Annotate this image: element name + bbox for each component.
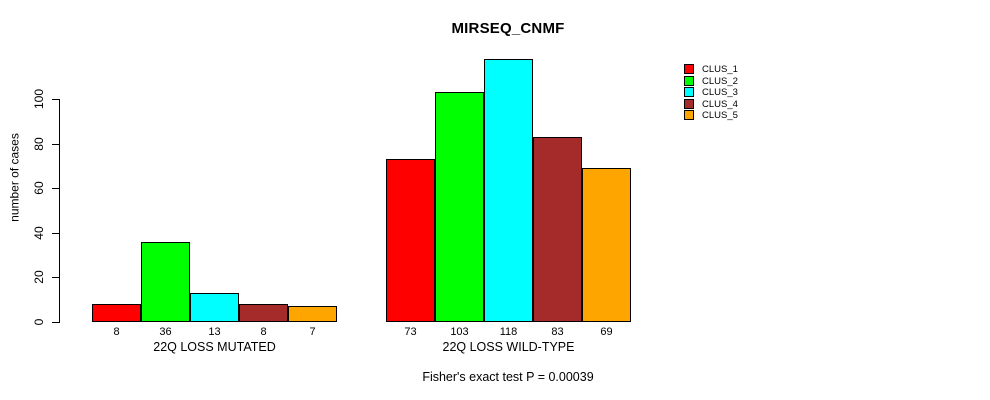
bar-value-label: 83 xyxy=(551,326,564,338)
legend-swatch xyxy=(684,64,694,74)
chart-title: MIRSEQ_CNMF xyxy=(451,20,565,37)
footnote: Fisher's exact test P = 0.00039 xyxy=(422,370,594,384)
bar-clus_5-group1 xyxy=(288,306,337,322)
y-tick-mark xyxy=(52,188,59,190)
legend-item: CLUS_5 xyxy=(684,110,754,121)
bar-value-label: 8 xyxy=(113,326,120,338)
bar-clus_1-group2 xyxy=(386,159,435,322)
legend-swatch xyxy=(684,87,694,97)
y-axis-label: number of cases xyxy=(7,133,22,222)
y-tick-label: 20 xyxy=(32,270,46,285)
legend-label: CLUS_4 xyxy=(702,98,738,110)
legend-item: CLUS_2 xyxy=(684,75,754,87)
y-tick-mark xyxy=(52,99,59,100)
y-tick-label: 80 xyxy=(32,136,46,151)
y-tick-mark xyxy=(52,232,59,234)
bar-value-label: 103 xyxy=(450,326,469,338)
bar-value-label: 118 xyxy=(499,326,518,338)
bar-value-label: 73 xyxy=(404,326,417,338)
x-group-label: 22Q LOSS WILD-TYPE xyxy=(442,340,575,354)
legend-item: CLUS_3 xyxy=(684,87,754,98)
legend-swatch xyxy=(684,110,694,120)
legend-swatch xyxy=(684,75,694,86)
legend-label: CLUS_1 xyxy=(702,64,738,75)
legend-label: CLUS_2 xyxy=(702,75,738,87)
legend-swatch xyxy=(684,98,694,109)
bar-value-label: 69 xyxy=(600,326,613,338)
y-tick-mark xyxy=(52,277,59,279)
bar-clus_2-group1 xyxy=(141,241,190,322)
legend-label: CLUS_3 xyxy=(702,87,738,98)
bar-value-label: 36 xyxy=(159,326,172,338)
bar-value-label: 13 xyxy=(208,326,221,338)
bar-clus_4-group2 xyxy=(533,136,582,322)
bar-clus_5-group2 xyxy=(582,168,631,322)
bar-clus_1-group1 xyxy=(92,304,141,322)
bar-clus_4-group1 xyxy=(239,304,288,322)
x-group-label: 22Q LOSS MUTATED xyxy=(153,340,276,354)
y-tick-label: 60 xyxy=(32,181,46,195)
bar-value-label: 7 xyxy=(309,326,316,338)
y-axis-line xyxy=(59,99,60,323)
bar-clus_3-group2 xyxy=(484,58,533,322)
bar-clus_2-group2 xyxy=(435,92,484,322)
legend-item: CLUS_1 xyxy=(684,64,754,75)
y-tick-mark xyxy=(52,143,59,145)
y-tick-mark xyxy=(52,322,59,323)
y-tick-label: 0 xyxy=(32,318,46,326)
y-tick-label: 40 xyxy=(32,226,46,240)
legend-label: CLUS_5 xyxy=(702,110,738,121)
y-tick-label: 100 xyxy=(32,88,46,110)
bar-clus_3-group1 xyxy=(190,293,239,322)
legend-item: CLUS_4 xyxy=(684,98,754,110)
bar-value-label: 8 xyxy=(260,326,267,338)
